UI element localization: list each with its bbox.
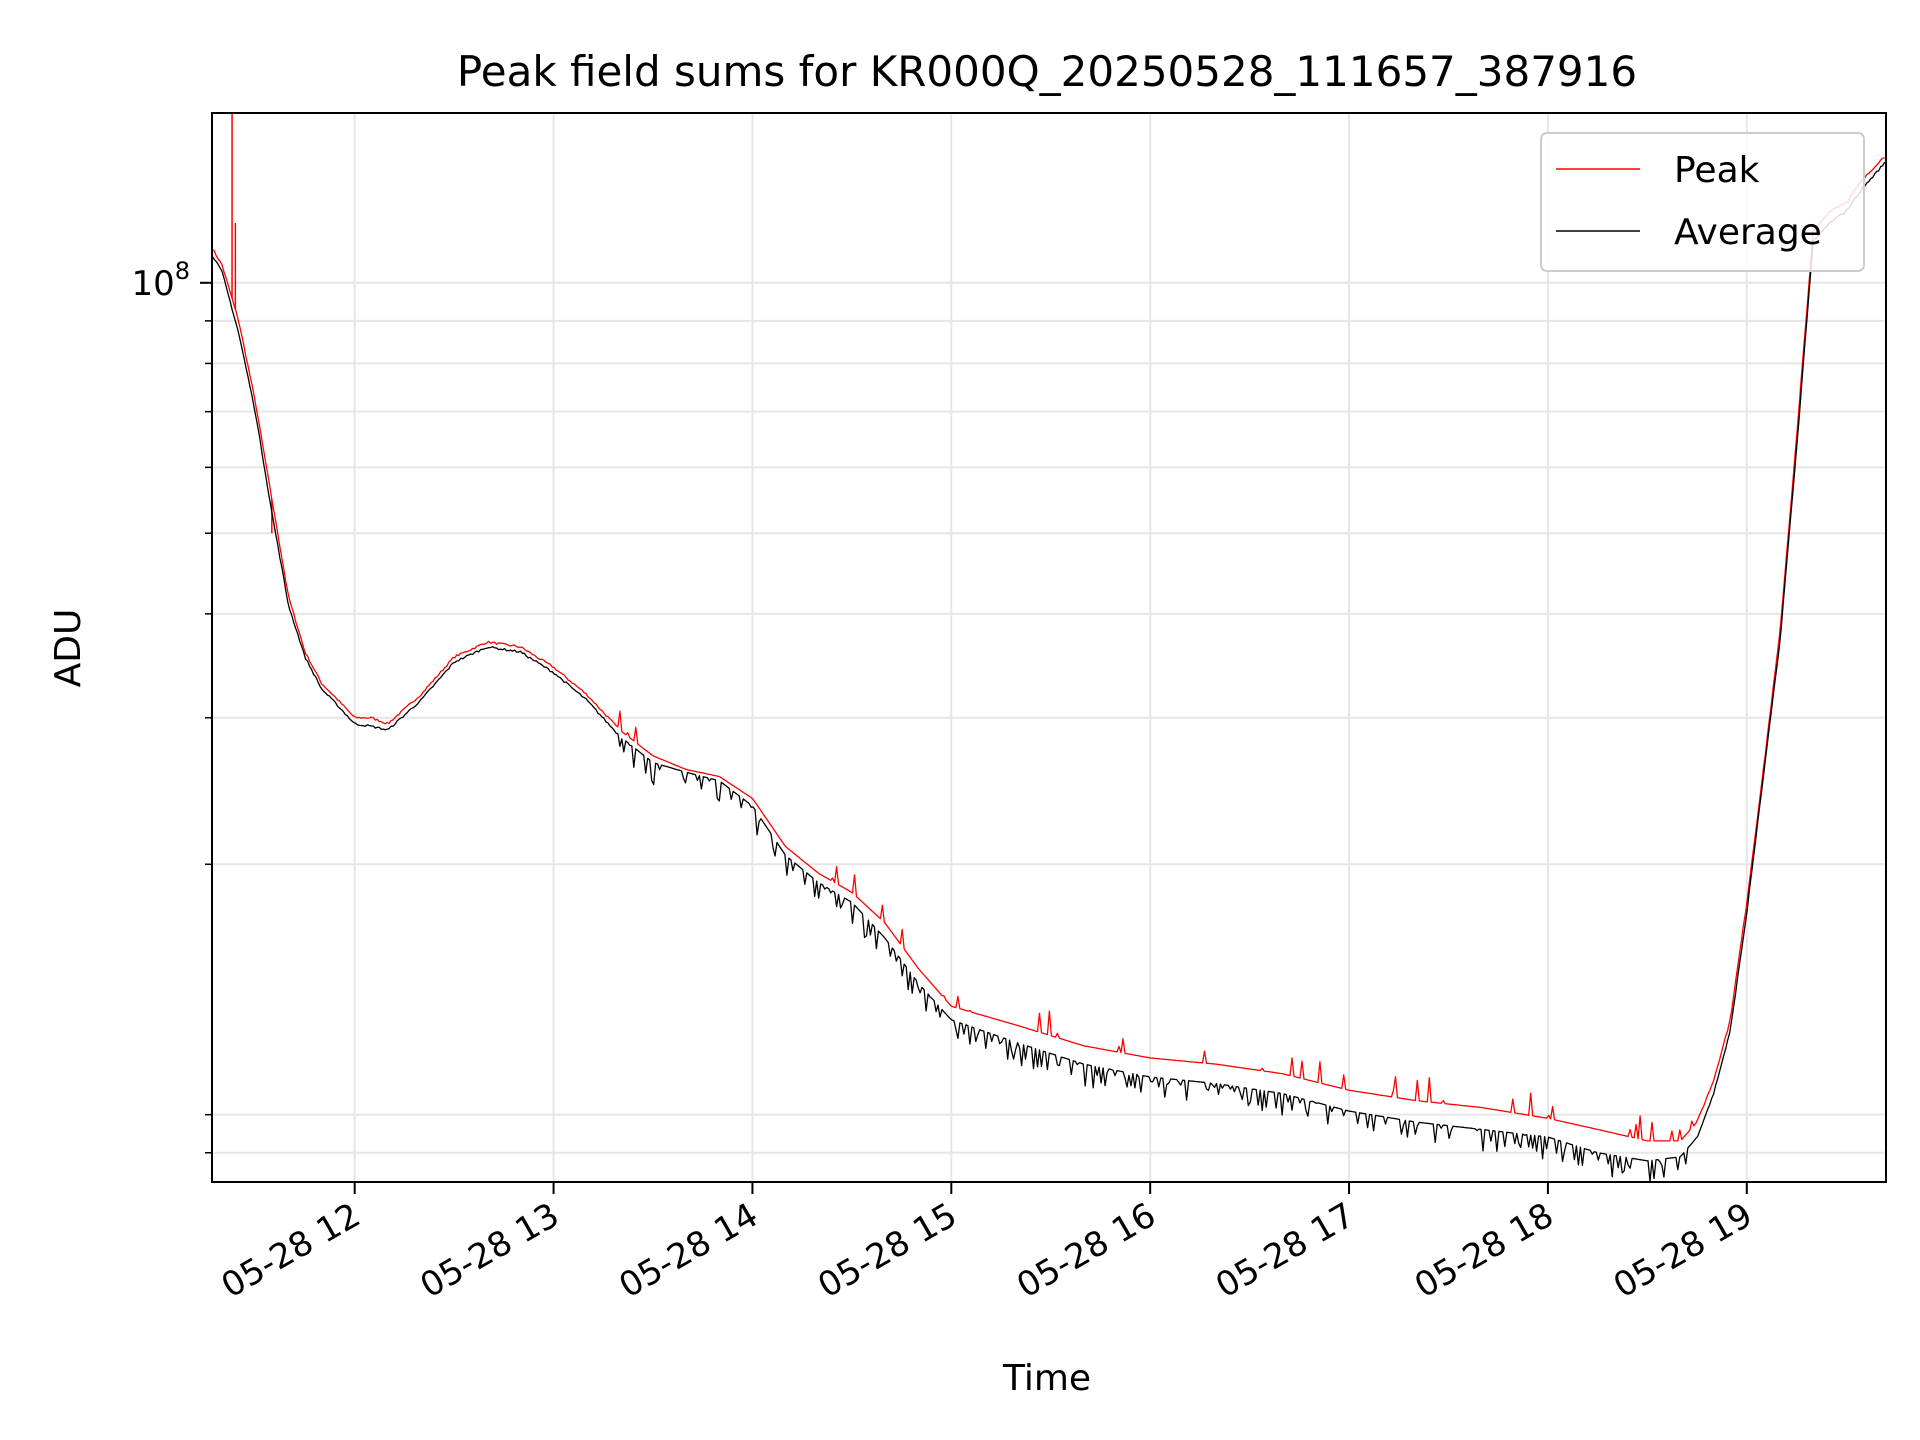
plot-frame (211, 112, 1887, 1183)
y-axis-label: ADU (48, 609, 89, 688)
series-layer (212, 113, 1886, 1182)
chart-title: Peak field sums for KR000Q_20250528_1116… (457, 47, 1637, 96)
y-tick-label: 108 (131, 257, 190, 304)
legend-box (1540, 132, 1865, 272)
grid-lines (212, 113, 1886, 1182)
legend-label-peak: Peak (1674, 150, 1760, 191)
legend: Peak Average (1540, 132, 1865, 272)
legend-label-average: Average (1674, 212, 1822, 253)
x-axis-label: Time (1002, 1358, 1091, 1399)
series-line-peak (212, 157, 1885, 1142)
series-line-average (212, 161, 1886, 1182)
